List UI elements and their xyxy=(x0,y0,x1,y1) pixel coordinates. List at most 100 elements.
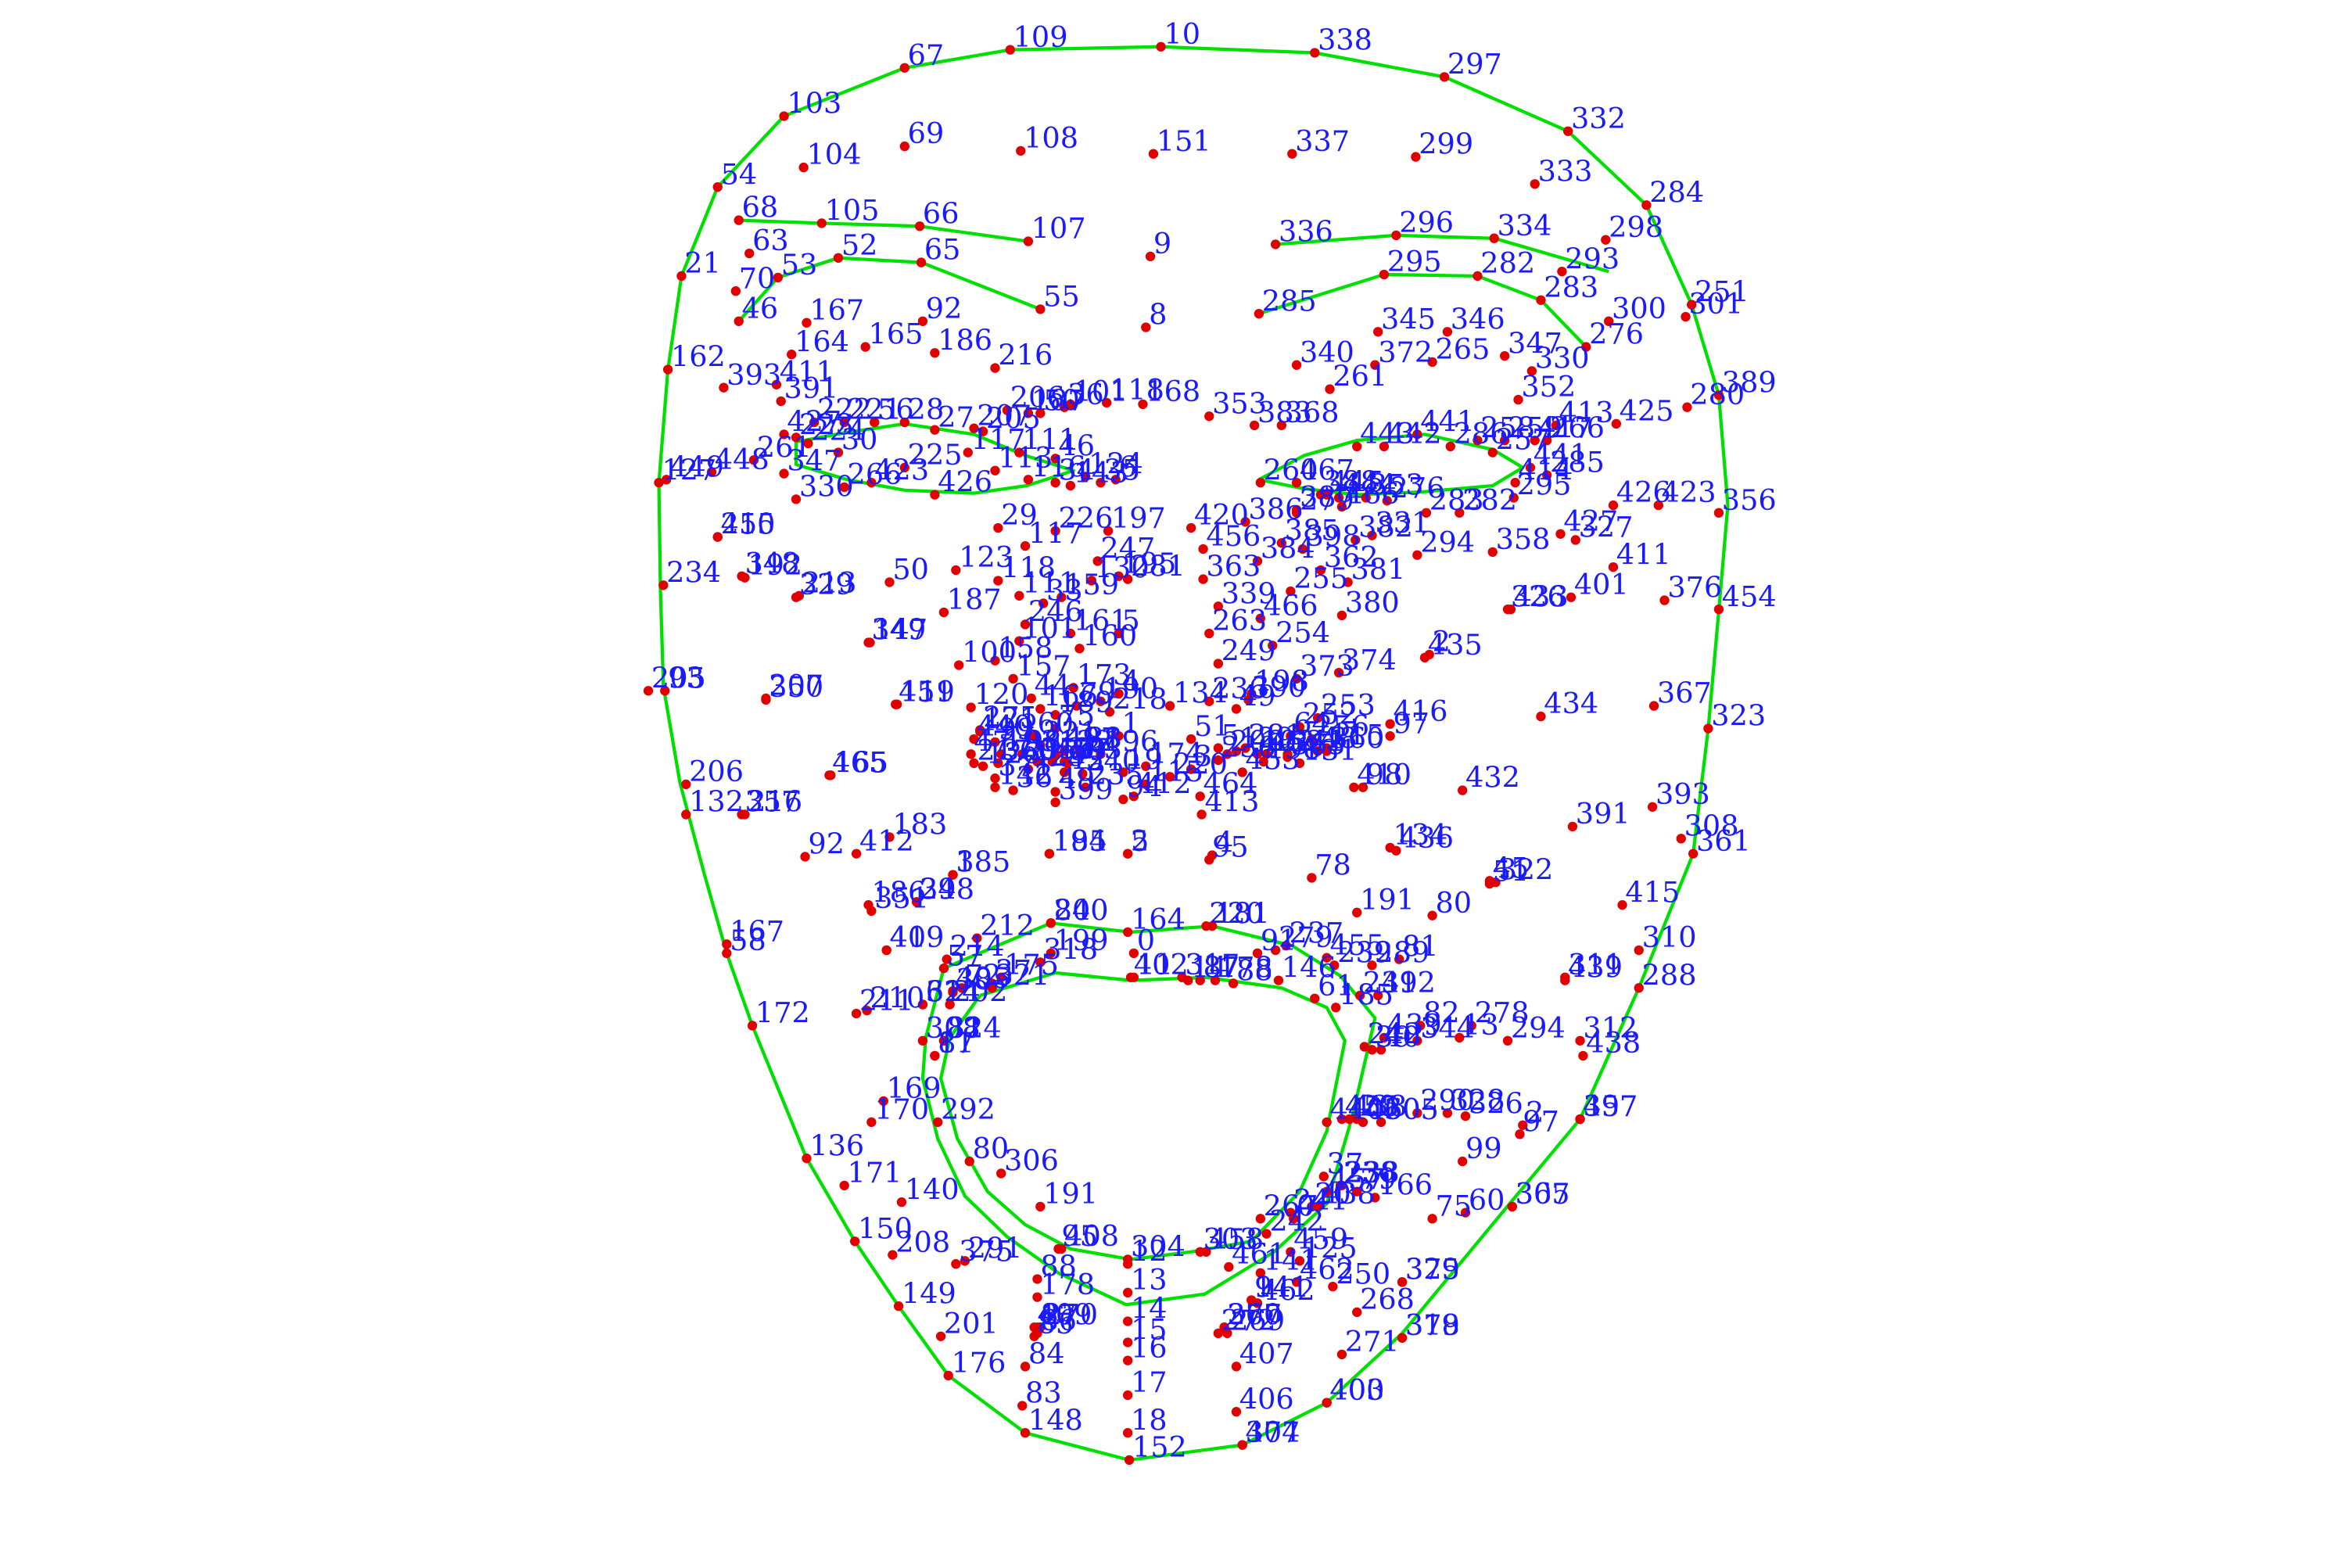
landmark-label: 249 xyxy=(1221,634,1276,668)
landmark-label: 134 xyxy=(1173,676,1228,710)
landmark-point xyxy=(1570,535,1580,545)
landmark-point xyxy=(722,939,732,949)
landmark-point xyxy=(1376,1045,1386,1055)
landmark-label: 419 xyxy=(890,920,945,954)
landmark-label: 167 xyxy=(730,914,784,948)
landmark-label: 327 xyxy=(1579,511,1634,544)
landmark-point xyxy=(1604,316,1614,326)
landmark-label: 238 xyxy=(1343,1156,1398,1189)
landmark-label: 353 xyxy=(1212,386,1267,420)
landmark-label: 16 xyxy=(1131,1331,1168,1365)
landmark-label: 391 xyxy=(784,371,839,405)
landmark-point xyxy=(888,1250,898,1260)
landmark-point xyxy=(1530,179,1540,189)
landmark-point xyxy=(1287,149,1297,159)
landmark-point xyxy=(914,221,925,231)
landmark-point xyxy=(1713,390,1724,400)
landmark-point xyxy=(1023,408,1034,418)
landmark-point xyxy=(662,364,673,375)
landmark-point xyxy=(1186,734,1196,745)
contour-line xyxy=(738,218,1029,243)
landmark-point xyxy=(1515,1129,1525,1139)
landmark-label: 27 xyxy=(938,400,974,434)
landmark-point xyxy=(1145,251,1156,262)
landmark-point xyxy=(1020,1428,1031,1438)
landmark-label: 411 xyxy=(1616,537,1671,571)
landmark-point xyxy=(1291,360,1302,370)
landmark-label: 285 xyxy=(1550,446,1605,479)
landmark-label: 206 xyxy=(689,755,744,788)
landmark-point xyxy=(1081,782,1091,792)
landmark-point xyxy=(1344,1114,1354,1125)
landmark-label: 99 xyxy=(1465,1132,1502,1165)
landmark-label: 101 xyxy=(1022,612,1077,645)
landmark-label: 404 xyxy=(1246,1416,1300,1449)
landmark-label: 141 xyxy=(1254,1271,1309,1304)
landmark-point xyxy=(787,350,797,360)
landmark-label: 251 xyxy=(1695,275,1749,309)
landmark-point xyxy=(1412,1035,1422,1046)
landmark-point xyxy=(860,342,870,352)
landmark-label: 266 xyxy=(848,457,902,491)
landmark-point xyxy=(1575,1035,1585,1046)
landmark-label: 466 xyxy=(1345,477,1400,511)
landmark-label: 363 xyxy=(1206,550,1261,583)
landmark-point xyxy=(1186,764,1196,774)
landmark-label: 202 xyxy=(953,975,1008,1009)
landmark-label: 427 xyxy=(787,405,841,439)
landmark-point xyxy=(1335,1180,1346,1191)
landmark-label: 330 xyxy=(1535,342,1590,375)
landmark-label: 405 xyxy=(956,961,1010,995)
landmark-label: 378 xyxy=(1405,1308,1460,1342)
landmark-label: 285 xyxy=(1262,284,1317,318)
landmark-label: 296 xyxy=(1399,206,1454,239)
landmark-label: 286 xyxy=(1454,417,1508,450)
landmark-label: 15 xyxy=(1131,1313,1168,1347)
landmark-label: 361 xyxy=(1696,824,1751,858)
landmark-point xyxy=(1114,628,1124,639)
landmark-point xyxy=(930,425,940,435)
landmark-point xyxy=(1249,420,1260,431)
landmark-label: 382 xyxy=(1358,511,1413,544)
landmark-label: 45 xyxy=(1493,851,1530,884)
landmark-label: 441 xyxy=(1534,438,1588,472)
landmark-point xyxy=(1385,731,1395,741)
landmark-label: 283 xyxy=(1429,483,1484,517)
landmark-label: 9 xyxy=(1153,227,1171,260)
landmark-label: 261 xyxy=(1333,360,1387,393)
landmark-point xyxy=(1195,975,1205,985)
landmark-label: 216 xyxy=(748,785,802,819)
landmark-label: 205 xyxy=(986,402,1041,436)
landmark-label: 46 xyxy=(742,292,779,325)
landmark-point xyxy=(891,699,901,709)
landmark-point xyxy=(1141,761,1151,771)
landmark-point xyxy=(951,1259,961,1269)
landmark-label: 311 xyxy=(1568,948,1623,981)
landmark-point xyxy=(1196,809,1207,820)
landmark-point xyxy=(1056,592,1067,602)
landmark-point xyxy=(1322,1186,1332,1197)
landmark-point xyxy=(899,462,909,473)
landmark-label: 246 xyxy=(1028,595,1083,629)
landmark-label: 201 xyxy=(944,1307,999,1340)
landmark-label: 462 xyxy=(1300,1252,1354,1286)
landmark-label: 459 xyxy=(1293,1222,1348,1256)
landmark-label: 402 xyxy=(1134,948,1189,981)
landmark-point xyxy=(1484,876,1495,886)
landmark-point xyxy=(1035,704,1046,714)
landmark-point xyxy=(658,580,669,590)
landmark-label: 57 xyxy=(947,938,984,972)
landmark-point xyxy=(1411,152,1421,162)
landmark-point xyxy=(1014,636,1024,646)
landmark-point xyxy=(1255,613,1265,623)
landmark-point xyxy=(1198,544,1208,554)
landmark-label: 34 xyxy=(1058,453,1095,486)
landmark-point xyxy=(1688,849,1699,859)
landmark-point xyxy=(1046,918,1056,928)
landmark-label: 376 xyxy=(1667,571,1722,605)
landmark-label: 3 xyxy=(956,845,974,879)
landmark-point xyxy=(1231,1362,1242,1372)
landmark-point xyxy=(1385,719,1395,729)
landmark-label: 384 xyxy=(1261,532,1315,565)
landmark-label: 111 xyxy=(1022,423,1077,457)
